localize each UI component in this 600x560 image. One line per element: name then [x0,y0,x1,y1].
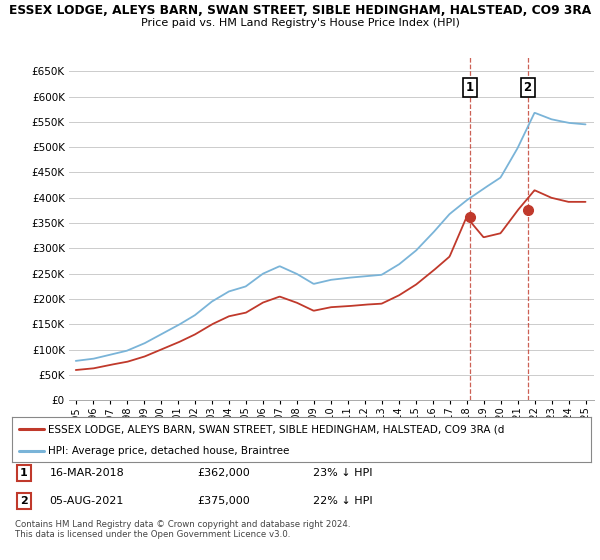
Text: 22% ↓ HPI: 22% ↓ HPI [313,496,373,506]
Text: 2: 2 [524,81,532,94]
Text: 23% ↓ HPI: 23% ↓ HPI [313,468,373,478]
Text: Price paid vs. HM Land Registry's House Price Index (HPI): Price paid vs. HM Land Registry's House … [140,18,460,28]
Text: HPI: Average price, detached house, Braintree: HPI: Average price, detached house, Brai… [48,446,289,456]
Text: 05-AUG-2021: 05-AUG-2021 [50,496,124,506]
Text: ESSEX LODGE, ALEYS BARN, SWAN STREET, SIBLE HEDINGHAM, HALSTEAD, CO9 3RA: ESSEX LODGE, ALEYS BARN, SWAN STREET, SI… [9,4,591,17]
Text: Contains HM Land Registry data © Crown copyright and database right 2024.
This d: Contains HM Land Registry data © Crown c… [15,520,350,539]
Text: 1: 1 [20,468,28,478]
Text: 16-MAR-2018: 16-MAR-2018 [50,468,124,478]
Text: £362,000: £362,000 [197,468,250,478]
Text: 1: 1 [466,81,474,94]
Text: ESSEX LODGE, ALEYS BARN, SWAN STREET, SIBLE HEDINGHAM, HALSTEAD, CO9 3RA (d: ESSEX LODGE, ALEYS BARN, SWAN STREET, SI… [48,424,504,435]
Text: 2: 2 [20,496,28,506]
Text: £375,000: £375,000 [197,496,250,506]
